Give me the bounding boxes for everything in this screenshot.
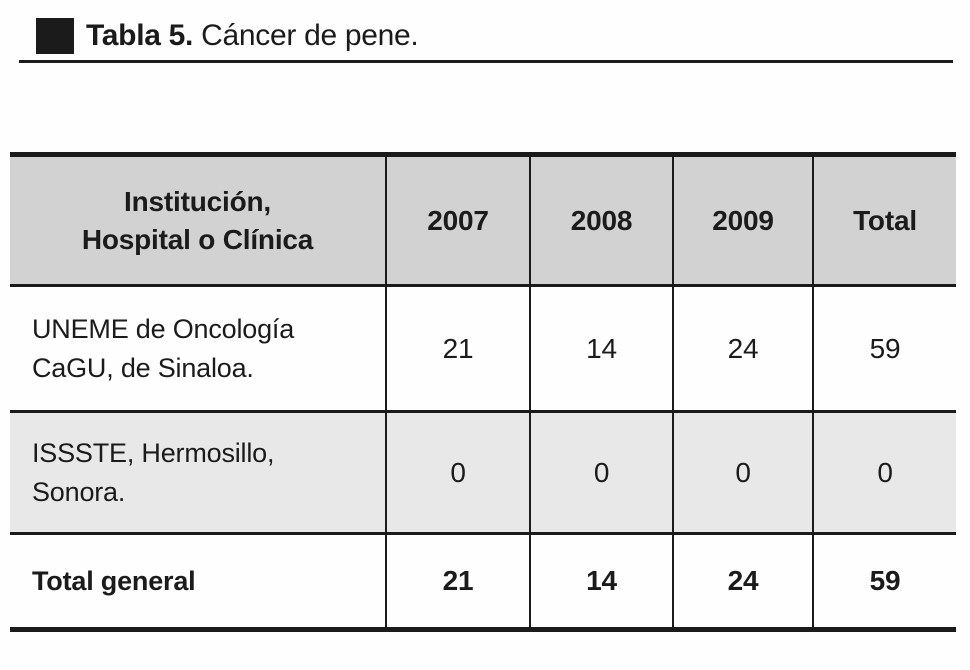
col-header-institution-line2: Hospital o Clínica xyxy=(81,223,314,255)
table-caption: Tabla 5. Cáncer de pene. xyxy=(36,18,419,54)
col-header-total: Total xyxy=(813,154,956,287)
col-header-2009: 2009 xyxy=(673,154,814,287)
table-total-row: Total general 21 14 24 59 xyxy=(10,533,956,630)
total-cell-2008: 14 xyxy=(530,533,674,630)
institution-line2: CaGU, de Sinaloa. xyxy=(32,352,254,383)
institution-cell: UNEME de Oncología CaGU, de Sinaloa. xyxy=(10,285,387,413)
value-cell-total: 59 xyxy=(813,285,956,413)
value-cell-2009: 24 xyxy=(673,285,814,413)
caption-square-marker xyxy=(36,18,74,54)
institution-line2: Sonora. xyxy=(32,476,126,507)
caption-rule xyxy=(19,60,953,63)
total-label-cell: Total general xyxy=(10,533,387,630)
value-cell-2007: 0 xyxy=(386,411,531,535)
col-header-institution-line1: Institución, xyxy=(124,185,271,217)
col-header-2008: 2008 xyxy=(530,154,674,287)
table-row: ISSSTE, Hermosillo, Sonora. 0 0 0 0 xyxy=(10,411,956,535)
value-cell-2008: 14 xyxy=(530,285,674,413)
institution-line1: UNEME de Oncología xyxy=(32,313,295,344)
value-cell-2007: 21 xyxy=(386,285,531,413)
caption-label: Tabla 5. xyxy=(86,19,194,52)
total-cell-total: 59 xyxy=(869,565,901,596)
value-cell-total: 0 xyxy=(813,411,956,535)
total-cell-2009: 24 xyxy=(673,533,814,630)
col-header-institution: Institución, Hospital o Clínica xyxy=(10,154,387,287)
value-cell-2008: 0 xyxy=(530,411,674,535)
table-header-row: Institución, Hospital o Clínica 2007 200… xyxy=(10,154,956,287)
institution-line1: ISSSTE, Hermosillo, xyxy=(32,437,275,468)
caption-title: Cáncer de pene. xyxy=(201,19,419,52)
value-cell-2009: 0 xyxy=(673,411,814,535)
caption-text: Tabla 5. Cáncer de pene. xyxy=(86,19,419,53)
data-table: Institución, Hospital o Clínica 2007 200… xyxy=(10,152,956,632)
table-row: UNEME de Oncología CaGU, de Sinaloa. 21 … xyxy=(10,285,956,413)
institution-cell: ISSSTE, Hermosillo, Sonora. xyxy=(10,411,387,535)
total-cell-2007: 21 xyxy=(386,533,531,630)
col-header-2007: 2007 xyxy=(386,154,531,287)
